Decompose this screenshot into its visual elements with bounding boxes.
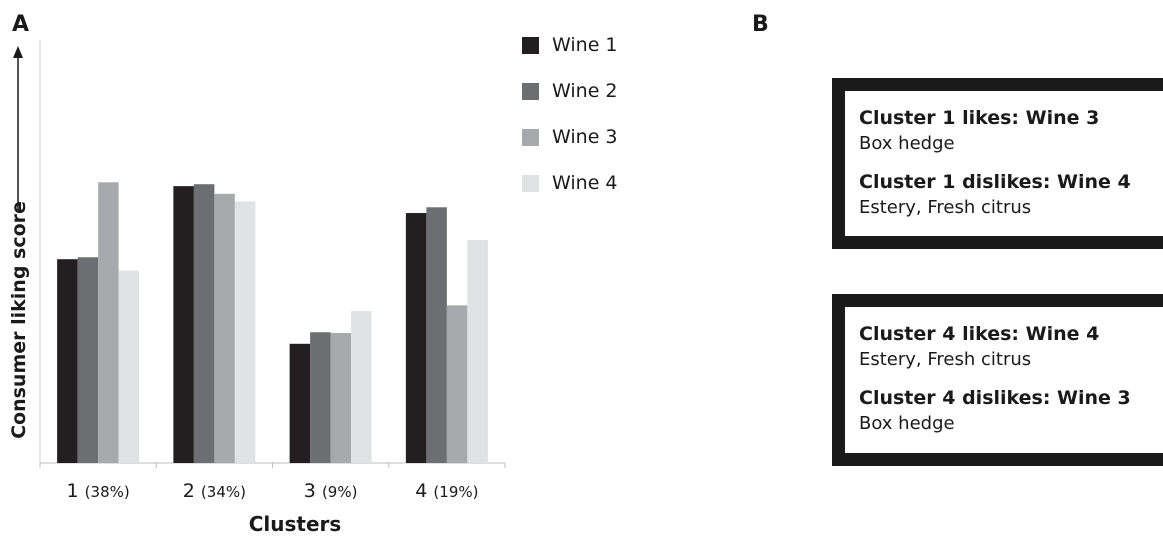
bar-cluster-2-wine-3: [214, 193, 235, 463]
cluster-4-dislikes-label: Cluster 4 dislikes: Wine 3: [859, 387, 1131, 409]
bar-cluster-1-wine-1: [57, 259, 78, 463]
legend-swatch-wine-3: [522, 128, 539, 146]
y-axis-label: Consumer liking score: [8, 201, 30, 439]
bar-cluster-3-wine-4: [351, 311, 372, 463]
bar-cluster-2-wine-1: [173, 186, 194, 464]
cluster-4-likes-attributes: Estery, Fresh citrus: [859, 349, 1032, 370]
cluster-1-preference-box: Cluster 1 likes: Wine 3 Box hedge Cluste…: [832, 78, 1163, 249]
x-tick-label: 3 (9%): [304, 480, 358, 502]
bar-cluster-4-wine-4: [467, 239, 488, 463]
legend-swatch-wine-1: [522, 36, 539, 54]
x-tick-label: 1 (38%): [67, 480, 130, 502]
legend-item-wine-1: Wine 1: [522, 22, 618, 68]
bar-chart: 1 (38%) 2 (34%) 3 (9%) 4 (19%) Clusters Consu…: [8, 40, 506, 536]
chart-legend: Wine 1 Wine 2 Wine 3 Wine 4: [522, 22, 618, 206]
bar-cluster-4-wine-3: [446, 305, 468, 463]
legend-item-wine-2: Wine 2: [522, 68, 618, 114]
cluster-4-preference-box: Cluster 4 likes: Wine 4 Estery, Fresh ci…: [832, 294, 1163, 466]
bar-cluster-4-wine-1: [405, 213, 427, 463]
y-axis-arrow-head: [13, 46, 23, 58]
bar-cluster-3-wine-3: [330, 333, 352, 463]
cluster-4-dislikes-attributes: Box hedge: [859, 413, 955, 434]
bar-cluster-1-wine-2: [77, 257, 99, 463]
x-tick-label: 4 (19%): [415, 480, 478, 502]
legend-item-wine-3: Wine 3: [522, 114, 618, 160]
legend-label-wine-3: Wine 3: [552, 126, 618, 148]
bar-cluster-3-wine-2: [310, 332, 331, 463]
x-tick-label: 2 (34%): [183, 480, 246, 502]
panel-b-label: B: [752, 12, 769, 37]
legend-swatch-wine-2: [522, 82, 539, 100]
x-axis-label: Clusters: [249, 512, 342, 536]
bar-cluster-2-wine-2: [193, 184, 215, 464]
bar-cluster-1-wine-4: [118, 270, 140, 463]
bar-cluster-2-wine-4: [234, 201, 256, 463]
legend-label-wine-1: Wine 1: [552, 34, 618, 56]
bar-cluster-1-wine-3: [98, 182, 119, 464]
cluster-1-dislikes-label: Cluster 1 dislikes: Wine 4: [859, 171, 1131, 193]
cluster-1-dislikes-attributes: Estery, Fresh citrus: [859, 197, 1032, 218]
bar-cluster-3-wine-1: [289, 343, 311, 463]
legend-label-wine-4: Wine 4: [552, 172, 618, 194]
panel-a-label: A: [12, 12, 30, 37]
cluster-1-likes-label: Cluster 1 likes: Wine 3: [859, 107, 1100, 129]
cluster-4-likes-label: Cluster 4 likes: Wine 4: [859, 323, 1100, 345]
legend-swatch-wine-4: [522, 174, 539, 192]
bar-cluster-4-wine-2: [426, 207, 447, 463]
cluster-1-likes-attributes: Box hedge: [859, 133, 955, 154]
legend-label-wine-2: Wine 2: [552, 80, 618, 102]
legend-item-wine-4: Wine 4: [522, 160, 618, 206]
